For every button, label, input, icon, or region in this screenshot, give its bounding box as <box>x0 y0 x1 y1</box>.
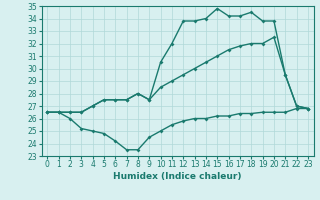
X-axis label: Humidex (Indice chaleur): Humidex (Indice chaleur) <box>113 172 242 181</box>
